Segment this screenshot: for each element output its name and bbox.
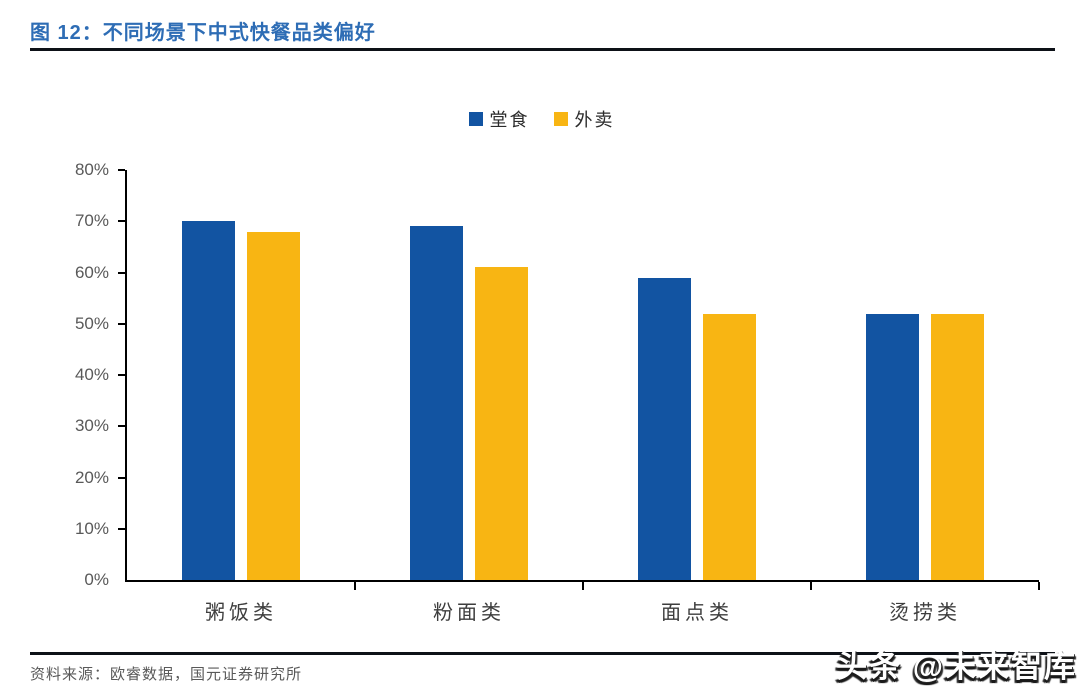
bar-takeout xyxy=(703,313,756,580)
figure-title: 图 12：不同场景下中式快餐品类偏好 xyxy=(30,22,376,44)
y-axis-tick xyxy=(118,169,125,171)
bar-dine-in xyxy=(410,226,463,580)
bar-group: 烫捞类 xyxy=(811,170,1039,624)
bar-takeout xyxy=(247,231,300,580)
category-label: 面点类 xyxy=(661,602,733,624)
bar-dine-in xyxy=(866,313,919,580)
y-axis-tick-label: 70% xyxy=(74,211,109,231)
legend-item-takeout: 外卖 xyxy=(553,106,615,132)
y-axis-tick-label: 80% xyxy=(74,160,109,179)
x-axis-tick xyxy=(354,582,356,590)
y-axis-tick xyxy=(118,374,125,376)
category-label: 粉面类 xyxy=(433,602,505,624)
y-axis-tick-label: 30% xyxy=(74,416,109,436)
bar-dine-in xyxy=(182,221,235,580)
x-axis-tick xyxy=(1038,582,1040,590)
y-axis-tick-label: 0% xyxy=(84,570,109,589)
bar-group: 粥饭类 xyxy=(127,170,355,624)
x-axis-tick xyxy=(810,582,812,590)
watermark-text: 头条 @未来智库 xyxy=(836,649,1077,684)
legend-swatch-dine-in xyxy=(468,112,483,126)
x-axis-tick xyxy=(582,582,584,590)
title-divider-rule xyxy=(30,48,1055,51)
y-axis-tick-label: 60% xyxy=(74,262,109,282)
bar-group: 面点类 xyxy=(583,170,811,624)
bar-group: 粉面类 xyxy=(355,170,583,624)
legend-label-takeout: 外卖 xyxy=(574,110,615,130)
legend-item-dine-in: 堂食 xyxy=(468,106,530,132)
legend-swatch-takeout xyxy=(553,112,568,126)
bar-dine-in xyxy=(638,277,691,580)
y-axis-tick xyxy=(118,476,125,479)
plot-area: 0% 10% 20% 30% 40% 50% 60% 70% 80% 粥饭类 粉面类 面点类 烫捞类 xyxy=(75,160,1040,624)
y-axis-tick xyxy=(118,322,125,325)
y-axis-tick-label: 20% xyxy=(74,467,109,487)
y-axis-tick xyxy=(118,425,125,428)
legend: 堂食 外卖 xyxy=(0,106,1083,132)
bar-takeout xyxy=(931,313,984,580)
y-axis-tick xyxy=(118,271,125,274)
footer-divider-rule xyxy=(30,652,1055,655)
category-label: 粥饭类 xyxy=(205,602,277,624)
legend-label-dine-in: 堂食 xyxy=(489,110,530,130)
source-note: 资料来源：欧睿数据，国元证券研究所 xyxy=(30,667,303,683)
bar-takeout xyxy=(475,267,528,580)
y-axis-tick xyxy=(118,527,125,530)
y-axis-tick xyxy=(118,220,125,223)
category-label: 烫捞类 xyxy=(889,602,961,624)
y-axis-tick-label: 10% xyxy=(74,518,109,538)
y-axis-tick-label: 50% xyxy=(74,313,109,333)
y-axis-tick-label: 40% xyxy=(74,365,109,384)
